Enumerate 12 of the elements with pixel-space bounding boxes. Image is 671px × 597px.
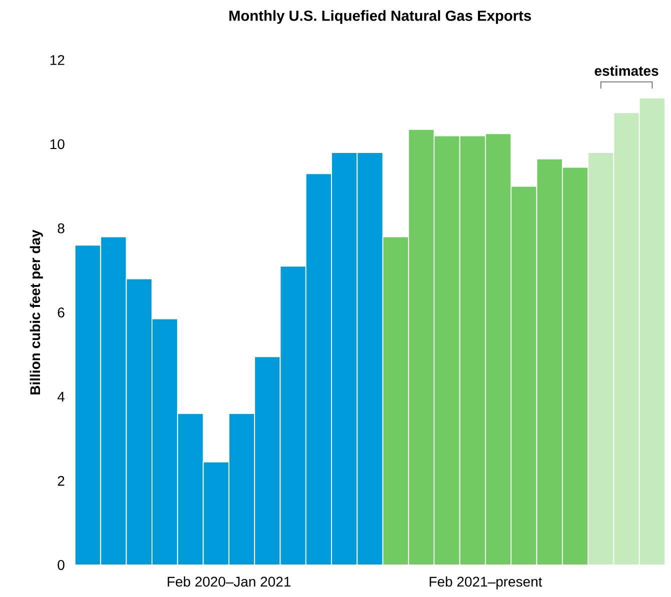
annotation: estimates — [594, 66, 658, 76]
chart-title: Monthly U.S. Liquefied Natural Gas Exports — [229, 10, 531, 24]
y-tick-label: 4 — [57, 392, 65, 402]
y-tick-label: 12 — [50, 55, 64, 65]
text: Feb 2021–present — [430, 576, 542, 590]
y-tick-label: 6 — [58, 308, 64, 318]
y-tick-label: 2 — [58, 476, 64, 486]
text: Feb 2020–Jan 2021 — [168, 576, 290, 587]
y-tick-label: 10 — [50, 139, 64, 150]
y-tick-label: 0 — [58, 560, 64, 570]
y-tick-label: 8 — [58, 223, 64, 234]
y-axis-title: Billion cubic feet per day — [30, 230, 43, 394]
